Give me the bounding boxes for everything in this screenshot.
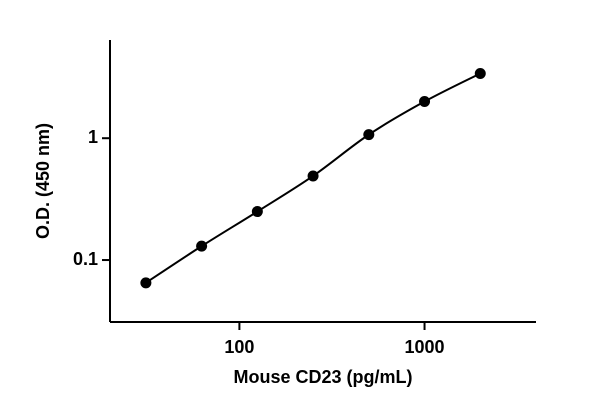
x-tick-label: 1000 bbox=[405, 337, 445, 357]
data-point bbox=[363, 129, 375, 141]
data-point bbox=[419, 96, 431, 108]
x-axis-label: Mouse CD23 (pg/mL) bbox=[233, 367, 412, 387]
data-point bbox=[251, 206, 263, 218]
y-tick-label: 1 bbox=[88, 127, 98, 147]
y-axis-label: O.D. (450 nm) bbox=[33, 123, 53, 239]
x-tick-label: 100 bbox=[224, 337, 254, 357]
y-tick-label: 0.1 bbox=[73, 249, 98, 269]
data-point bbox=[307, 170, 319, 182]
data-point bbox=[474, 67, 486, 79]
data-point bbox=[140, 277, 152, 289]
data-point bbox=[196, 240, 208, 252]
